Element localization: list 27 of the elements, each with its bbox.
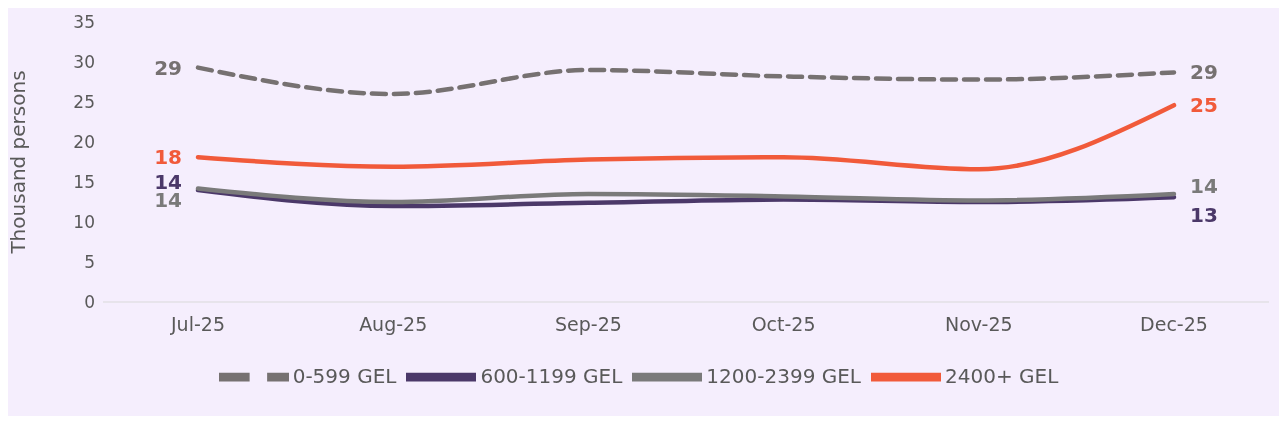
data-label: 29 bbox=[154, 55, 182, 80]
legend-label: 0-599 GEL bbox=[292, 363, 397, 388]
y-tick-label: 15 bbox=[73, 172, 95, 193]
x-tick-label: Aug-25 bbox=[359, 313, 428, 336]
legend-label: 600-1199 GEL bbox=[480, 363, 623, 388]
x-tick-label: Oct-25 bbox=[751, 313, 816, 336]
x-tick-label: Nov-25 bbox=[945, 313, 1013, 336]
line-series bbox=[195, 65, 1177, 97]
data-label: 13 bbox=[1190, 203, 1218, 228]
data-label: 18 bbox=[154, 145, 182, 170]
data-label: 14 bbox=[1190, 174, 1218, 198]
y-tick-label: 25 bbox=[73, 92, 95, 113]
x-tick-label: Dec-25 bbox=[1140, 313, 1208, 336]
y-tick-label: 30 bbox=[73, 52, 95, 73]
y-tick-label: 35 bbox=[73, 12, 95, 33]
y-axis-title: Thousand persons bbox=[6, 70, 31, 255]
line-series bbox=[195, 102, 1177, 172]
data-label: 25 bbox=[1190, 93, 1218, 118]
y-tick-label: 10 bbox=[73, 212, 95, 233]
y-tick-label: 20 bbox=[73, 132, 95, 153]
x-tick-label: Jul-25 bbox=[170, 313, 225, 336]
data-label: 29 bbox=[1190, 60, 1218, 85]
y-tick-label: 0 bbox=[84, 292, 95, 313]
y-tick-label: 5 bbox=[84, 252, 95, 273]
legend-label: 2400+ GEL bbox=[945, 363, 1059, 388]
legend-label: 1200-2399 GEL bbox=[706, 363, 862, 388]
x-tick-label: Sep-25 bbox=[554, 313, 622, 336]
